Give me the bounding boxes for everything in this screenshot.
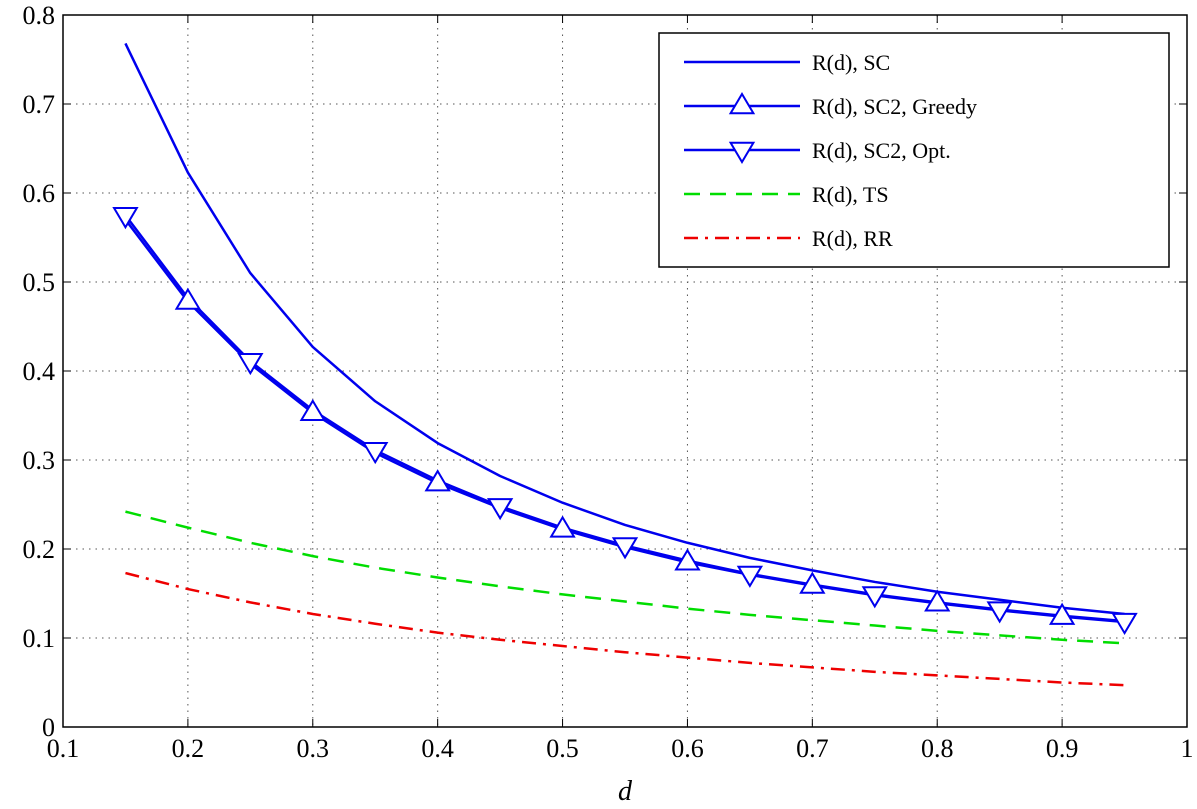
x-tick-label: 0.4 xyxy=(421,734,454,763)
series-marker-3 xyxy=(112,207,139,230)
legend-label: R(d), SC xyxy=(812,50,890,75)
series-line-2 xyxy=(124,218,1125,624)
series-marker-3 xyxy=(861,586,888,609)
legend-marker xyxy=(728,141,756,164)
series-marker-3 xyxy=(986,601,1013,624)
series-marker-2 xyxy=(549,515,576,538)
series-marker-2 xyxy=(1048,602,1076,625)
series-line-1 xyxy=(124,42,1125,616)
y-tick-label: 0.7 xyxy=(23,90,56,119)
x-tick-label: 0.6 xyxy=(671,734,704,763)
series-line-5 xyxy=(125,571,1125,687)
legend-label: R(d), TS xyxy=(812,182,889,207)
series-marker-2 xyxy=(799,571,826,594)
legend-label: R(d), SC2, Greedy xyxy=(812,94,977,119)
series-marker-2 xyxy=(299,398,326,422)
y-tick-label: 0.2 xyxy=(23,535,56,564)
series-marker-3 xyxy=(237,353,264,376)
series-marker-3 xyxy=(362,442,389,465)
legend-box xyxy=(658,32,1170,268)
legend: R(d), SC R(d), SC2, Greedy R(d), SC2, Opt.… xyxy=(658,32,1170,268)
x-tick-label: 0.3 xyxy=(297,734,330,763)
y-tick-label: 0.3 xyxy=(23,446,56,475)
series-marker-2 xyxy=(674,548,701,571)
series-marker-3 xyxy=(486,498,514,521)
y-tick-label: 0 xyxy=(42,713,55,742)
series-marker-3 xyxy=(611,537,639,560)
y-tick-label: 0.8 xyxy=(23,1,56,30)
series-marker-3 xyxy=(736,565,764,588)
series-line-4 xyxy=(125,510,1125,645)
x-tick-label: 1 xyxy=(1181,734,1194,763)
series-marker-2 xyxy=(424,469,451,492)
x-tick-label: 0.9 xyxy=(1046,734,1079,763)
series-marker-2 xyxy=(924,589,951,612)
y-tick-label: 0.4 xyxy=(23,357,56,386)
x-tick-label: 0.1 xyxy=(47,734,80,763)
series-marker-3 xyxy=(1111,612,1138,636)
y-tick-label: 0.6 xyxy=(23,179,56,208)
x-tick-label: 0.7 xyxy=(796,734,829,763)
series-marker-2 xyxy=(174,287,202,310)
axis-ticks: 0.1 0.2 0.3 0.4 0.5 0.6 0.7 0.8 0.9 100.10.20.30.… xyxy=(23,1,1194,763)
legend-marker xyxy=(728,92,756,115)
plot-series xyxy=(112,42,1138,687)
y-tick-label: 0.1 xyxy=(23,624,56,653)
x-tick-label: 0.5 xyxy=(546,734,579,763)
y-tick-label: 0.5 xyxy=(23,268,56,297)
x-tick-label: 0.8 xyxy=(921,734,954,763)
series-line-3 xyxy=(124,214,1125,623)
x-tick-label: 0.2 xyxy=(172,734,205,763)
x-axis-label: d xyxy=(618,776,633,807)
legend-label: R(d), SC2, Opt. xyxy=(812,138,951,163)
legend-label: R(d), RR xyxy=(812,226,893,251)
